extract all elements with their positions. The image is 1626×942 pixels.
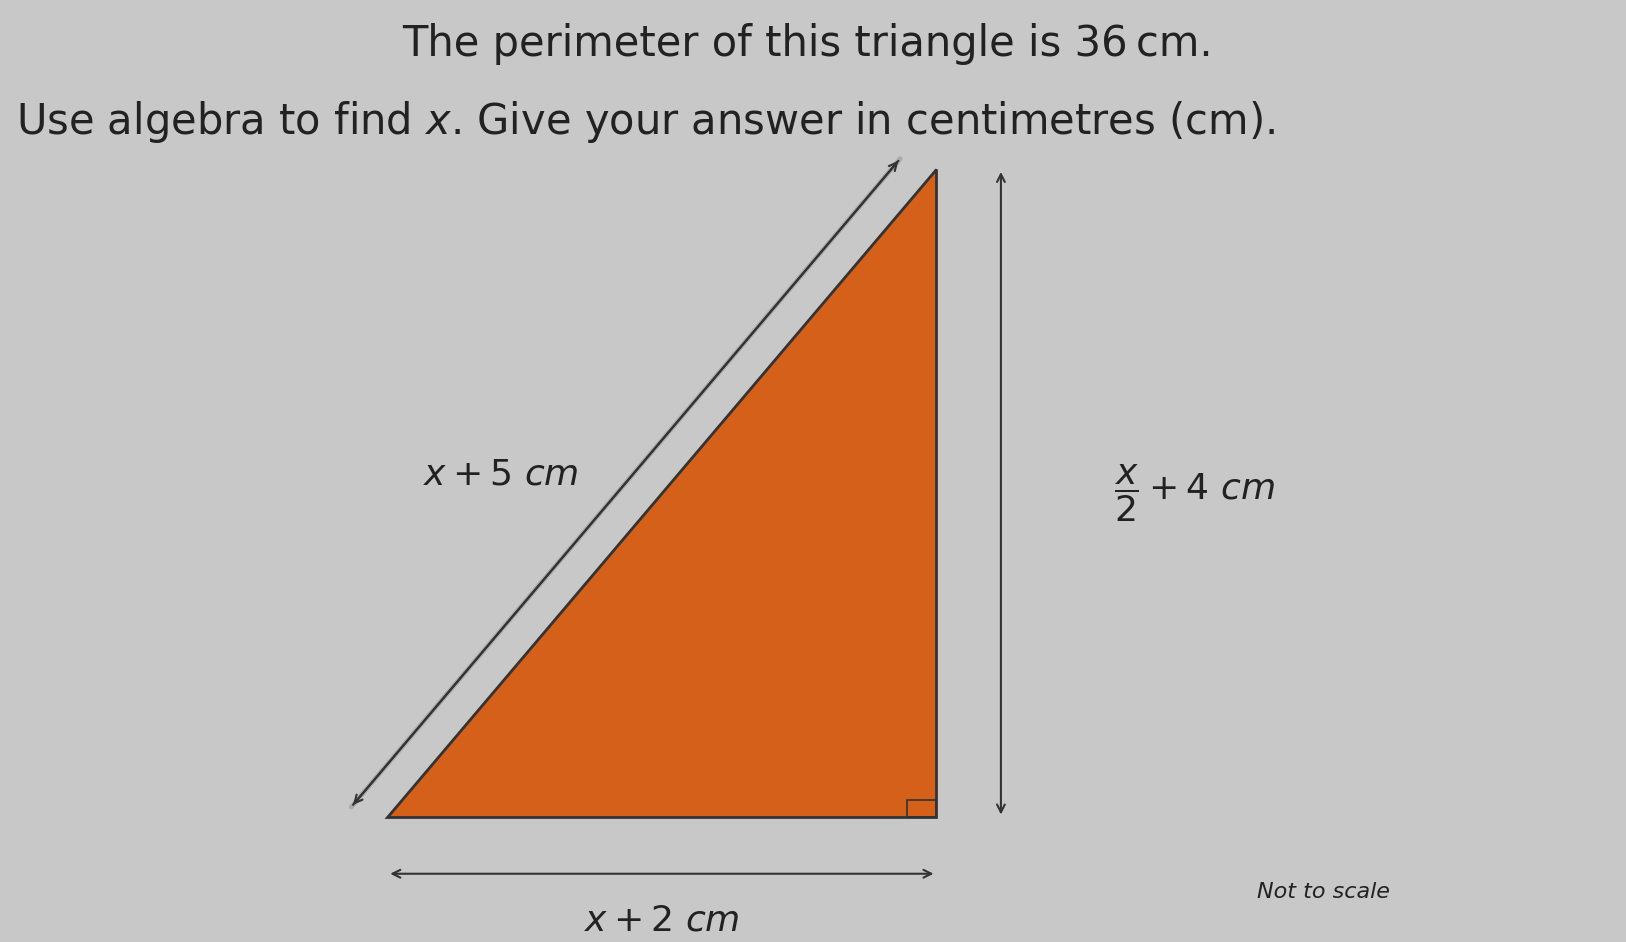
Text: Not to scale: Not to scale xyxy=(1257,882,1390,901)
Text: The perimeter of this triangle is 36 cm.: The perimeter of this triangle is 36 cm. xyxy=(402,24,1213,66)
Text: $x+5$ cm: $x+5$ cm xyxy=(423,458,579,492)
Polygon shape xyxy=(387,170,937,818)
Text: $x+2$ cm: $x+2$ cm xyxy=(584,903,740,937)
Text: $\dfrac{x}{2}+4$ cm: $\dfrac{x}{2}+4$ cm xyxy=(1114,463,1275,524)
Text: Use algebra to find $x$. Give your answer in centimetres (cm).: Use algebra to find $x$. Give your answe… xyxy=(16,99,1275,145)
